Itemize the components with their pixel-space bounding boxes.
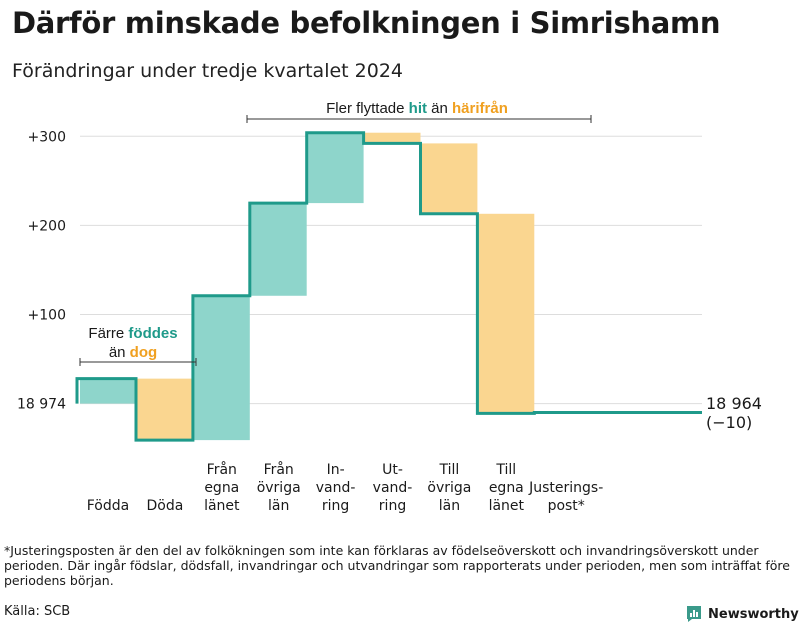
category-label: ring bbox=[322, 498, 349, 514]
annotation-part: dog bbox=[130, 344, 158, 361]
chart-subtitle: Förändringar under tredje kvartalet 2024 bbox=[12, 60, 404, 82]
category-label: länet bbox=[204, 498, 240, 514]
category-label: Födda bbox=[87, 498, 129, 514]
y-tick-label: +200 bbox=[28, 218, 66, 234]
category-label: Till bbox=[439, 462, 460, 478]
brand-logo: Newsworthy bbox=[686, 604, 799, 624]
category-label: län bbox=[268, 498, 289, 514]
bar-8 bbox=[478, 213, 535, 414]
annotation-text: Fler flyttade hit än härifrån bbox=[326, 100, 508, 117]
category-label: egna bbox=[204, 480, 239, 496]
end-value-label: 18 964 bbox=[706, 394, 762, 413]
annotation-part: än bbox=[109, 344, 130, 361]
category-label: län bbox=[439, 498, 460, 514]
category-label: In- bbox=[327, 462, 345, 478]
y-tick-label: +100 bbox=[28, 307, 66, 323]
end-change-label: (−10) bbox=[706, 413, 752, 432]
category-label: Till bbox=[495, 462, 516, 478]
category-label: Från bbox=[264, 461, 294, 478]
category-label: Från bbox=[207, 461, 237, 478]
bar-5 bbox=[307, 132, 364, 204]
y-tick-label: +300 bbox=[28, 129, 66, 145]
annotation-part: än bbox=[427, 100, 452, 117]
category-label: övriga bbox=[257, 480, 301, 496]
bar-3 bbox=[193, 295, 250, 441]
step-line bbox=[75, 131, 702, 442]
category-label: post* bbox=[548, 498, 585, 514]
newsworthy-icon bbox=[687, 606, 701, 622]
chart-title: Därför minskade befolkningen i Simrisham… bbox=[12, 6, 721, 40]
category-label: vand- bbox=[373, 480, 413, 496]
bar-2 bbox=[136, 378, 193, 441]
annotation-text: Färre föddes bbox=[88, 325, 177, 342]
category-label: vand- bbox=[316, 480, 356, 496]
category-label: övriga bbox=[427, 480, 471, 496]
footnote: *Justeringsposten är den del av folkökni… bbox=[4, 543, 790, 588]
category-label: Döda bbox=[146, 498, 183, 514]
annotation-text: än dog bbox=[109, 344, 157, 361]
annotation-part: hit bbox=[409, 100, 427, 117]
category-label: egna bbox=[489, 480, 524, 496]
annotation-part: föddes bbox=[128, 325, 177, 342]
annotation-part: härifrån bbox=[452, 100, 508, 117]
y-tick-label: 18 974 bbox=[17, 397, 66, 413]
bar-6 bbox=[364, 132, 421, 144]
source-label: Källa: SCB bbox=[4, 604, 71, 619]
annotation-part: Fler flyttade bbox=[326, 100, 409, 117]
category-label: ring bbox=[379, 498, 406, 514]
category-label: Ut- bbox=[382, 462, 403, 478]
brand-name: Newsworthy bbox=[708, 606, 799, 622]
category-label: Justerings- bbox=[528, 480, 603, 496]
annotation-part: Färre bbox=[88, 325, 128, 342]
bar-4 bbox=[250, 203, 307, 296]
category-label: länet bbox=[489, 498, 525, 514]
bar-7 bbox=[421, 143, 478, 214]
bar-1 bbox=[80, 378, 136, 404]
